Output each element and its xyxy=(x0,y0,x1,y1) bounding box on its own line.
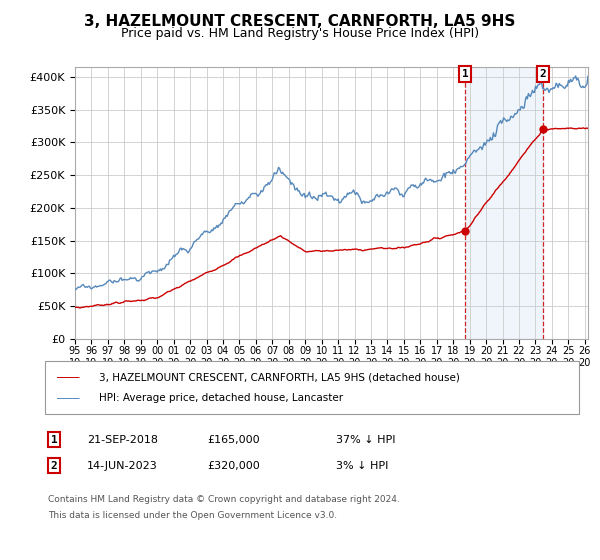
Text: ———: ——— xyxy=(57,371,79,384)
Text: £320,000: £320,000 xyxy=(207,461,260,471)
Text: 2: 2 xyxy=(50,461,58,471)
Text: 3, HAZELMOUNT CRESCENT, CARNFORTH, LA5 9HS (detached house): 3, HAZELMOUNT CRESCENT, CARNFORTH, LA5 9… xyxy=(99,372,460,382)
Text: 21-SEP-2018: 21-SEP-2018 xyxy=(87,435,158,445)
Text: 2: 2 xyxy=(539,69,546,79)
Text: 3% ↓ HPI: 3% ↓ HPI xyxy=(336,461,388,471)
Text: ———: ——— xyxy=(57,392,79,405)
Text: Contains HM Land Registry data © Crown copyright and database right 2024.: Contains HM Land Registry data © Crown c… xyxy=(48,495,400,504)
Bar xyxy=(465,67,543,339)
Text: 37% ↓ HPI: 37% ↓ HPI xyxy=(336,435,395,445)
Text: This data is licensed under the Open Government Licence v3.0.: This data is licensed under the Open Gov… xyxy=(48,511,337,520)
Text: 3, HAZELMOUNT CRESCENT, CARNFORTH, LA5 9HS: 3, HAZELMOUNT CRESCENT, CARNFORTH, LA5 9… xyxy=(85,14,515,29)
Text: 1: 1 xyxy=(50,435,58,445)
Text: £165,000: £165,000 xyxy=(207,435,260,445)
Text: HPI: Average price, detached house, Lancaster: HPI: Average price, detached house, Lanc… xyxy=(99,393,343,403)
Text: 14-JUN-2023: 14-JUN-2023 xyxy=(87,461,158,471)
Text: 1: 1 xyxy=(461,69,469,79)
Text: Price paid vs. HM Land Registry's House Price Index (HPI): Price paid vs. HM Land Registry's House … xyxy=(121,27,479,40)
